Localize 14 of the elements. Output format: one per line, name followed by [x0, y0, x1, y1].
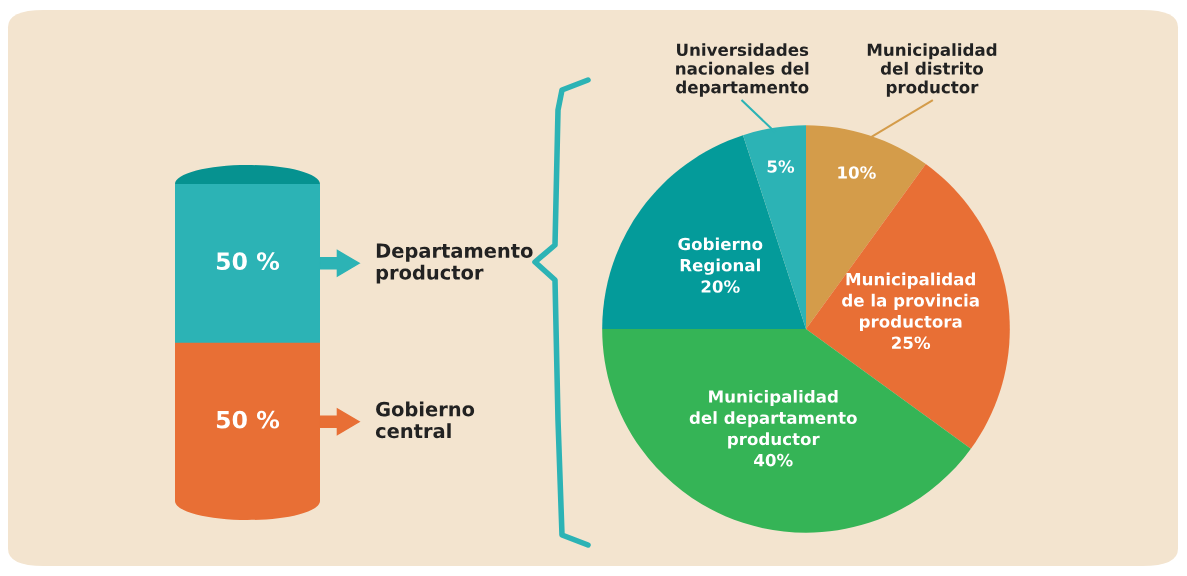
data-label: 40% [754, 453, 793, 467]
data-label: 10% [838, 166, 876, 179]
data-label: 50 % [216, 252, 280, 271]
slice-label: Municipalidad de la provincia productora [842, 272, 979, 332]
slice-label: Universidades nacionales del departamento [676, 43, 809, 97]
data-label: 25% [892, 336, 931, 350]
slice-label: Municipalidad del distrito productor [867, 43, 997, 97]
data-label: 20% [701, 280, 740, 293]
legend-label: Gobierno central [375, 401, 475, 439]
data-label: 50 % [216, 410, 280, 429]
slice-label: Municipalidad del departamento productor [689, 389, 857, 449]
data-label: 5% [767, 160, 795, 173]
legend-label: Departamento productor [376, 243, 533, 284]
slice-label: Gobierno Regional [678, 237, 763, 275]
